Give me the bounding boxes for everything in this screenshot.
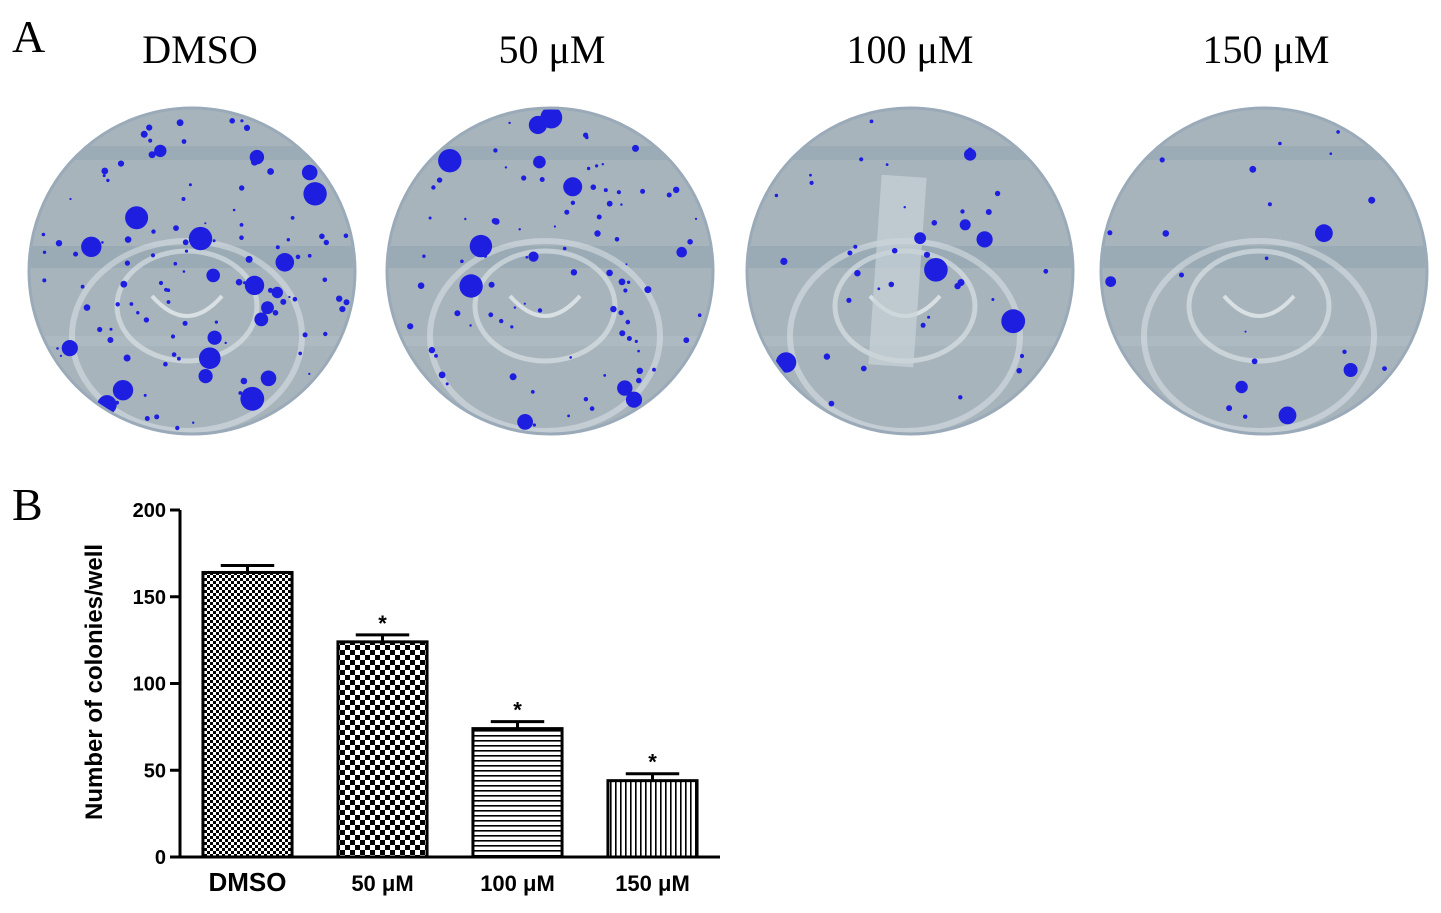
y-tick-label: 50 [144,760,166,782]
y-tick-label: 100 [133,674,166,696]
well-image-150um [1099,106,1429,436]
bar-0 [201,570,294,859]
significance-marker: * [378,611,387,636]
well-label-50um: 50 μM [498,27,606,72]
x-tick-label: DMSO [209,867,287,897]
well-label-100um: 100 μM [846,27,974,72]
well-label-150um: 150 μM [1202,27,1330,72]
bar-1 [336,640,429,859]
colony-bar-chart: Number of colonies/well 0 50 100 150 200 * * *… [81,500,720,897]
y-tick-label: 150 [133,587,166,609]
panel-a-letter: A [12,11,46,62]
panel-b-letter: B [12,479,43,530]
x-tick-label: 150 μM [615,871,690,896]
x-tick-label: 100 μM [480,871,555,896]
bar-3 [606,779,699,859]
well-image-50um [385,106,715,436]
bar-2 [471,727,564,859]
y-tick-label: 0 [155,847,166,869]
y-tick-label: 200 [133,500,166,522]
significance-marker: * [513,698,522,723]
significance-marker: * [648,750,657,775]
well-label-dmso: DMSO [142,27,258,72]
well-image-100um [745,106,1075,436]
y-axis-label: Number of colonies/well [81,544,108,820]
x-tick-label: 50 μM [351,871,413,896]
well-image-dmso [27,106,357,436]
